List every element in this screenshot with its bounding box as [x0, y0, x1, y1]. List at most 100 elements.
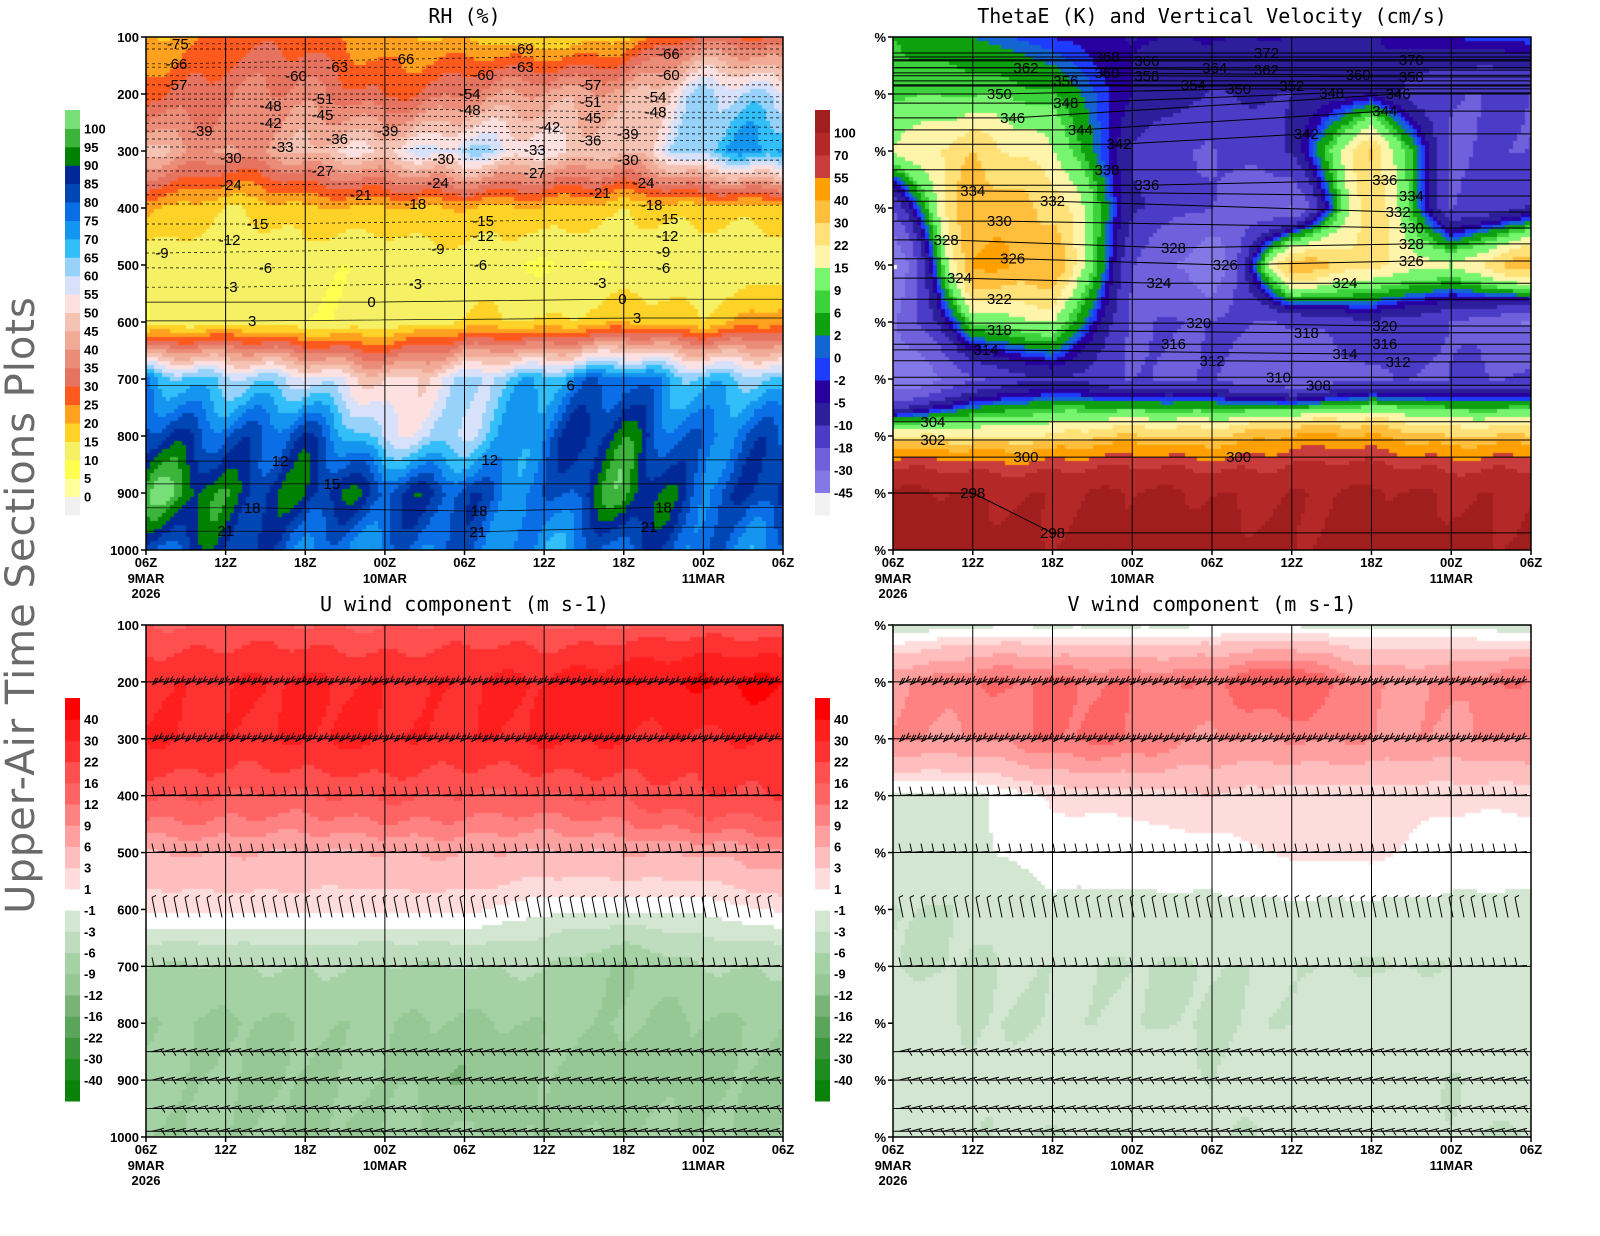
wind-barb [767, 786, 781, 797]
wind-barb [1195, 1076, 1210, 1085]
colorbar-label: 20 [84, 416, 98, 431]
colorbar-box [815, 492, 830, 516]
x-tick-label: 06Z [135, 1142, 157, 1157]
wind-barb [261, 786, 275, 797]
wind-barb [1437, 843, 1451, 854]
wind-barb [1184, 1127, 1199, 1136]
wind-barb [371, 786, 385, 797]
wind-barb [591, 1127, 606, 1136]
wind-barb [1349, 732, 1363, 743]
wind-barb [514, 1076, 529, 1085]
wind-barb [1239, 786, 1253, 797]
wind-barb [953, 732, 967, 743]
wind-barb [1206, 1048, 1221, 1056]
contour-line [146, 157, 783, 161]
wind-barb [547, 732, 561, 743]
wind-barb [1415, 1127, 1430, 1136]
colorbar-label: 0 [834, 351, 841, 366]
wind-barb [228, 957, 242, 967]
contour-label: 324 [947, 270, 972, 287]
contour-label: 362 [1254, 62, 1279, 79]
wind-barb [1382, 732, 1396, 743]
wind-barb [1426, 1076, 1441, 1085]
wind-barb [580, 1105, 595, 1113]
wind-barb [1118, 957, 1132, 967]
wind-barb [1470, 957, 1484, 967]
wind-barb [657, 894, 663, 918]
colorbar-box [815, 470, 830, 493]
contour-label: 324 [1146, 275, 1171, 292]
wind-barb [745, 1105, 760, 1113]
wind-barb [1052, 894, 1058, 918]
wind-barb [942, 894, 948, 918]
contour-label: 336 [1372, 172, 1397, 189]
wind-barb [975, 1105, 990, 1113]
wind-barb [338, 1127, 353, 1136]
y-tick-label: % [874, 675, 886, 690]
wind-barb [624, 786, 638, 797]
wind-barb [1074, 1076, 1089, 1085]
contour-label: -45 [580, 110, 602, 127]
contour-label: 310 [1266, 369, 1291, 386]
colorbar-box [65, 441, 80, 461]
wind-barb [228, 843, 242, 854]
wind-barb [898, 675, 912, 686]
wind-barb [1118, 675, 1132, 686]
wind-barb [1107, 1127, 1122, 1136]
wind-barb [371, 675, 385, 686]
wind-barb [1085, 957, 1099, 967]
wind-barb [909, 1076, 924, 1085]
contour-label: -36 [580, 133, 602, 150]
wind-barb [1151, 675, 1165, 686]
x-tick-label: 06Z [1201, 1142, 1223, 1157]
wind-barb [1514, 786, 1528, 797]
wind-barb [1217, 732, 1231, 743]
contour-label: -36 [326, 131, 348, 148]
wind-barb [920, 732, 934, 743]
wind-barb [1118, 732, 1132, 743]
wind-barb [151, 843, 165, 854]
wind-barb [1349, 894, 1355, 918]
wind-barb [767, 1127, 782, 1136]
contour-label: -30 [220, 150, 242, 167]
wind-barb [1052, 843, 1066, 854]
colorbar-box [65, 183, 80, 203]
y-tick-label: % [874, 959, 886, 974]
contour-label: -51 [312, 91, 334, 108]
wind-barb [986, 675, 1000, 686]
wind-barb [481, 843, 495, 854]
wind-barb [1085, 843, 1099, 854]
wind-barb [942, 1048, 957, 1056]
x-tick-label: 18Z [1041, 1142, 1063, 1157]
colorbar-label: 1 [834, 882, 841, 897]
y-tick-label: 100 [117, 30, 139, 45]
wind-barb [437, 786, 451, 797]
wind-barb [514, 843, 528, 854]
wind-barb [404, 1105, 419, 1113]
colorbar-box [65, 867, 80, 890]
colorbar-box [815, 1037, 830, 1060]
wind-barb [1162, 1076, 1177, 1085]
colorbar-box [815, 155, 830, 178]
colorbar-box [65, 1058, 80, 1081]
wind-barb [305, 1105, 320, 1113]
wind-barb [668, 894, 674, 918]
wind-barb [1338, 1048, 1353, 1056]
wind-barb [953, 1105, 968, 1113]
wind-barb [1052, 1076, 1067, 1085]
wind-barb [1404, 894, 1410, 918]
wind-barb [426, 1105, 441, 1113]
wind-barb [1118, 1127, 1133, 1136]
contour-label: -18 [405, 196, 427, 213]
wind-barb [371, 843, 385, 854]
colorbar-box [65, 719, 80, 741]
wind-barb [1371, 843, 1385, 854]
x-date-label: 9MAR [128, 1158, 165, 1173]
contour-label: 304 [920, 414, 945, 431]
wind-barb [942, 732, 956, 743]
wind-barb [898, 1048, 913, 1056]
wind-barb [1349, 1076, 1364, 1085]
wind-barb [1019, 786, 1033, 797]
wind-barb [448, 1076, 463, 1085]
wind-barb [635, 786, 649, 797]
